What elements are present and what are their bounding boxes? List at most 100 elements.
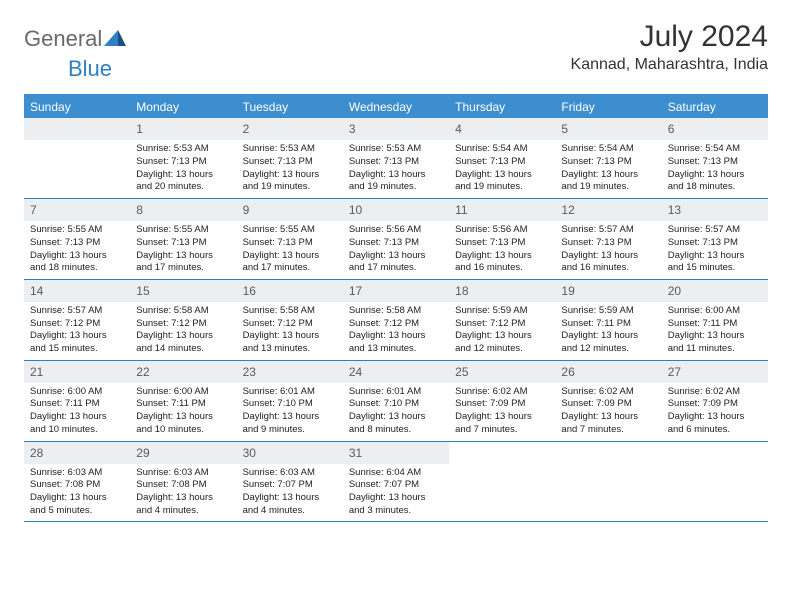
sunrise-line: Sunrise: 6:00 AM <box>136 386 230 398</box>
day-number-row <box>555 442 661 464</box>
day-number: 13 <box>668 203 681 217</box>
weekday-header: Tuesday <box>237 96 343 118</box>
logo-text-1: General <box>24 26 102 52</box>
day-number: 21 <box>30 365 43 379</box>
calendar-cell: 1Sunrise: 5:53 AMSunset: 7:13 PMDaylight… <box>130 118 236 198</box>
sunset-line: Sunset: 7:08 PM <box>30 479 124 491</box>
day-number: 14 <box>30 284 43 298</box>
day-number: 2 <box>243 122 250 136</box>
day-number: 8 <box>136 203 143 217</box>
sunset-line: Sunset: 7:12 PM <box>349 318 443 330</box>
sunrise-line: Sunrise: 5:57 AM <box>561 224 655 236</box>
daylight-line: Daylight: 13 hours and 12 minutes. <box>455 330 549 355</box>
calendar-cell: 2 Sunrise: 5:53 AMSunset: 7:13 PMDaylight… <box>237 118 343 198</box>
daylight-line: Daylight: 13 hours and 4 minutes. <box>243 492 337 517</box>
logo-triangle-icon <box>104 26 126 52</box>
sunset-line: Sunset: 7:08 PM <box>136 479 230 491</box>
day-number-row: 5 <box>555 118 661 140</box>
day-number: 11 <box>455 203 467 217</box>
sunrise-line: Sunrise: 5:55 AM <box>30 224 124 236</box>
calendar-cell: 7Sunrise: 5:55 AMSunset: 7:13 PMDaylight… <box>24 199 130 279</box>
daylight-line: Daylight: 13 hours and 9 minutes. <box>243 411 337 436</box>
calendar-cell: 13 Sunrise: 5:57 AMSunset: 7:13 PMDayligh… <box>662 199 768 279</box>
sunset-line: Sunset: 7:09 PM <box>668 398 762 410</box>
sunrise-line: Sunrise: 6:03 AM <box>30 467 124 479</box>
calendar: SundayMondayTuesdayWednesdayThursdayFrid… <box>24 94 768 522</box>
calendar-cell: 18Sunrise: 5:59 AMSunset: 7:12 PMDayligh… <box>449 280 555 360</box>
day-number: 27 <box>668 365 681 379</box>
day-number-row: 29 <box>130 442 236 464</box>
daylight-line: Daylight: 13 hours and 18 minutes. <box>30 250 124 275</box>
day-number-row: 13 <box>662 199 768 221</box>
calendar-cell: 23Sunrise: 6:01 AMSunset: 7:10 PMDayligh… <box>237 361 343 441</box>
day-number-row: 9 <box>237 199 343 221</box>
sunrise-line: Sunrise: 6:03 AM <box>243 467 337 479</box>
weekday-header: Friday <box>555 96 661 118</box>
sunset-line: Sunset: 7:13 PM <box>136 237 230 249</box>
sunset-line: Sunset: 7:13 PM <box>136 156 230 168</box>
sunrise-line: Sunrise: 5:54 AM <box>561 143 655 155</box>
day-info: Sunrise: 5:58 AMSunset: 7:12 PMDaylight:… <box>130 302 236 355</box>
weekday-header: Saturday <box>662 96 768 118</box>
location-subtitle: Kannad, Maharashtra, India <box>571 56 768 74</box>
sunrise-line: Sunrise: 6:04 AM <box>349 467 443 479</box>
day-number-row: 7 <box>24 199 130 221</box>
day-number-row: 1 <box>130 118 236 140</box>
calendar-week-row: 7Sunrise: 5:55 AMSunset: 7:13 PMDaylight… <box>24 199 768 280</box>
day-number: 9 <box>243 203 250 217</box>
weekday-header: Wednesday <box>343 96 449 118</box>
daylight-line: Daylight: 13 hours and 19 minutes. <box>243 169 337 194</box>
day-number-row: 19 <box>555 280 661 302</box>
sunrise-line: Sunrise: 6:02 AM <box>455 386 549 398</box>
day-number: 28 <box>30 446 43 460</box>
day-number-row <box>449 442 555 464</box>
day-number: 17 <box>349 284 362 298</box>
day-info: Sunrise: 5:53 AMSunset: 7:13 PMDaylight:… <box>237 140 343 193</box>
daylight-line: Daylight: 13 hours and 17 minutes. <box>243 250 337 275</box>
calendar-cell: 25Sunrise: 6:02 AMSunset: 7:09 PMDayligh… <box>449 361 555 441</box>
calendar-cell: 22Sunrise: 6:00 AMSunset: 7:11 PMDayligh… <box>130 361 236 441</box>
day-number <box>668 446 671 460</box>
day-number: 5 <box>561 122 568 136</box>
day-info: Sunrise: 5:57 AMSunset: 7:12 PMDaylight:… <box>24 302 130 355</box>
sunset-line: Sunset: 7:13 PM <box>243 156 337 168</box>
calendar-cell: 12Sunrise: 5:57 AMSunset: 7:13 PMDayligh… <box>555 199 661 279</box>
logo: General <box>24 20 128 52</box>
calendar-week-row: 14 Sunrise: 5:57 AMSunset: 7:12 PMDayligh… <box>24 280 768 361</box>
day-number-row: 30 <box>237 442 343 464</box>
day-number: 26 <box>561 365 574 379</box>
calendar-week-row: 28Sunrise: 6:03 AMSunset: 7:08 PMDayligh… <box>24 442 768 523</box>
daylight-line: Daylight: 13 hours and 14 minutes. <box>136 330 230 355</box>
day-number: 30 <box>243 446 256 460</box>
calendar-cell: 20Sunrise: 6:00 AMSunset: 7:11 PMDayligh… <box>662 280 768 360</box>
day-info: Sunrise: 5:59 AMSunset: 7:12 PMDaylight:… <box>449 302 555 355</box>
sunrise-line: Sunrise: 5:53 AM <box>136 143 230 155</box>
day-number: 3 <box>349 122 356 136</box>
sunrise-line: Sunrise: 5:55 AM <box>136 224 230 236</box>
day-number: 6 <box>668 122 675 136</box>
daylight-line: Daylight: 13 hours and 8 minutes. <box>349 411 443 436</box>
day-number-row: 11 <box>449 199 555 221</box>
calendar-cell <box>449 442 555 522</box>
daylight-line: Daylight: 13 hours and 15 minutes. <box>668 250 762 275</box>
day-info: Sunrise: 6:02 AMSunset: 7:09 PMDaylight:… <box>555 383 661 436</box>
sunrise-line: Sunrise: 5:54 AM <box>668 143 762 155</box>
sunrise-line: Sunrise: 5:53 AM <box>349 143 443 155</box>
day-number-row: 26 <box>555 361 661 383</box>
day-number: 23 <box>243 365 256 379</box>
page-title: July 2024 <box>571 20 768 54</box>
day-info: Sunrise: 5:57 AMSunset: 7:13 PMDaylight:… <box>662 221 768 274</box>
calendar-cell: 14 Sunrise: 5:57 AMSunset: 7:12 PMDayligh… <box>24 280 130 360</box>
day-number-row: 16 <box>237 280 343 302</box>
day-info: Sunrise: 5:57 AMSunset: 7:13 PMDaylight:… <box>555 221 661 274</box>
day-number-row: 10 <box>343 199 449 221</box>
day-info: Sunrise: 6:01 AMSunset: 7:10 PMDaylight:… <box>343 383 449 436</box>
sunset-line: Sunset: 7:12 PM <box>243 318 337 330</box>
day-number: 15 <box>136 284 149 298</box>
day-info: Sunrise: 6:02 AMSunset: 7:09 PMDaylight:… <box>662 383 768 436</box>
day-number: 4 <box>455 122 462 136</box>
sunset-line: Sunset: 7:13 PM <box>349 156 443 168</box>
day-number-row: 28 <box>24 442 130 464</box>
day-number-row: 4 <box>449 118 555 140</box>
day-number: 25 <box>455 365 468 379</box>
